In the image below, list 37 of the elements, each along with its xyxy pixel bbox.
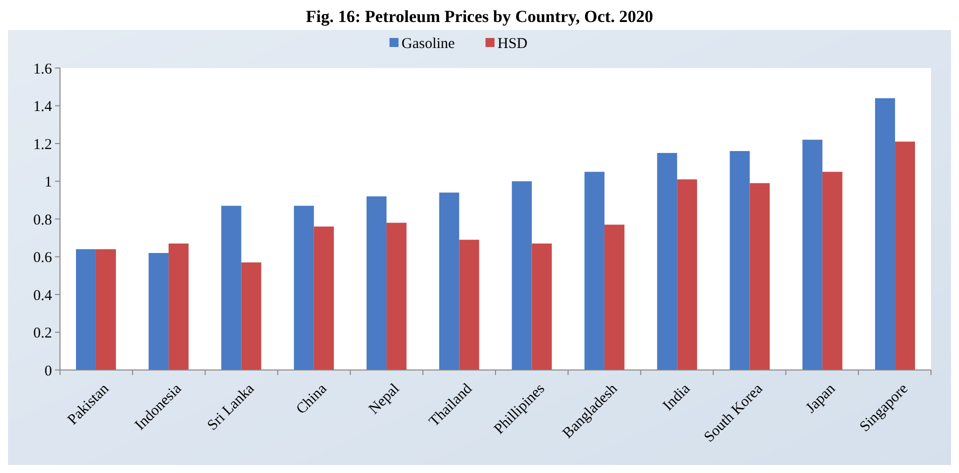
bar <box>386 222 407 370</box>
bar <box>802 140 822 370</box>
bar <box>221 206 242 370</box>
bar <box>148 252 169 370</box>
bar <box>532 244 552 370</box>
bar <box>294 206 314 370</box>
bar <box>76 249 96 370</box>
y-tick-label: 0 <box>44 363 52 380</box>
bar <box>677 179 698 370</box>
y-tick-label: 1 <box>44 174 52 190</box>
bar <box>314 226 334 370</box>
bar <box>875 98 896 370</box>
bar <box>730 151 750 370</box>
bar <box>604 224 624 370</box>
legend-label: HSD <box>498 36 528 52</box>
bar <box>584 172 604 370</box>
bar <box>895 142 916 370</box>
chart-title: Fig. 16: Petroleum Prices by Country, Oct. 2020 <box>306 7 654 26</box>
y-tick-label: 0.2 <box>33 326 52 342</box>
y-tick-label: 0.4 <box>33 288 52 304</box>
bar <box>459 240 480 370</box>
y-tick-label: 0.6 <box>33 250 52 266</box>
bar <box>96 249 116 370</box>
bar <box>657 152 678 370</box>
y-tick-label: 0.8 <box>33 212 52 228</box>
y-tick-label: 1.4 <box>33 99 52 115</box>
y-tick-label: 1.2 <box>33 136 52 153</box>
bar <box>366 196 387 370</box>
bar <box>750 183 770 370</box>
bar <box>168 244 189 370</box>
y-tick-label: 1.6 <box>33 61 52 78</box>
bar <box>241 262 262 370</box>
bar <box>822 172 842 370</box>
bar <box>439 192 460 370</box>
x-tick-label: India <box>660 380 694 414</box>
legend-label: Gasoline <box>402 36 456 52</box>
bar <box>512 181 532 370</box>
